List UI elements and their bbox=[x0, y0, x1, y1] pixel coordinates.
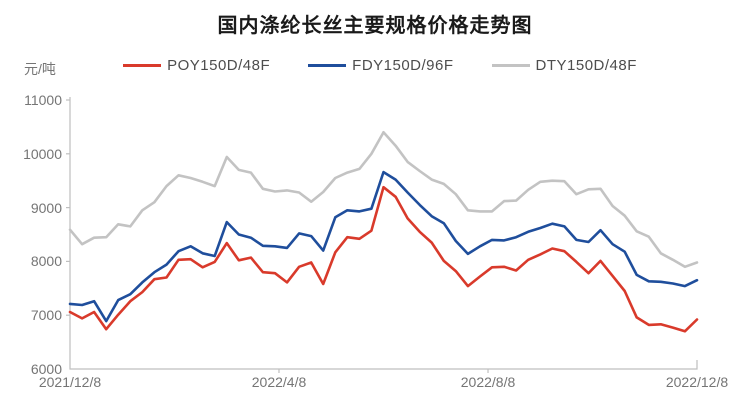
x-tick-label-2022-12-8: 2022/12/8 bbox=[665, 374, 729, 390]
x-tick-label-2022-4-8: 2022/4/8 bbox=[251, 374, 307, 390]
legend-label-poy: POY150D/48F bbox=[167, 57, 271, 74]
legend-swatch-dty-icon bbox=[491, 64, 530, 67]
x-tick-label-2021-12-8: 2021/12/8 bbox=[38, 374, 102, 390]
page-title: 国内涤纶长丝主要规格价格走势图 bbox=[217, 15, 533, 37]
x-tick-label-2022-8-8: 2022/8/8 bbox=[460, 374, 516, 390]
y-tick-label-8000: 8000 bbox=[30, 253, 62, 269]
y-tick-label-10000: 10000 bbox=[23, 146, 62, 162]
series-line-DTY150D/48F bbox=[68, 131, 699, 269]
y-axis-unit-label: 元/吨 bbox=[24, 61, 56, 77]
legend-label-dty: DTY150D/48F bbox=[535, 57, 637, 74]
legend-item-poy: POY150D/48F bbox=[123, 57, 270, 74]
y-tick-label-9000: 9000 bbox=[30, 200, 62, 216]
y-tick-label-6000: 6000 bbox=[30, 361, 62, 377]
axis-frame bbox=[69, 97, 698, 370]
y-tick-label-11000: 11000 bbox=[24, 92, 62, 108]
legend-swatch-fdy-icon bbox=[308, 64, 347, 67]
legend-item-fdy: FDY150D/96F bbox=[308, 57, 453, 74]
series-line-FDY150D/96F bbox=[68, 170, 699, 323]
series-line-POY150D/48F bbox=[68, 185, 699, 333]
y-tick-label-7000: 7000 bbox=[30, 307, 62, 323]
legend-swatch-poy-icon bbox=[123, 64, 162, 67]
legend-item-dty: DTY150D/48F bbox=[491, 57, 637, 74]
legend: POY150D/48F FDY150D/96F DTY150D/48F bbox=[70, 57, 690, 74]
legend-label-fdy: FDY150D/96F bbox=[352, 57, 454, 74]
